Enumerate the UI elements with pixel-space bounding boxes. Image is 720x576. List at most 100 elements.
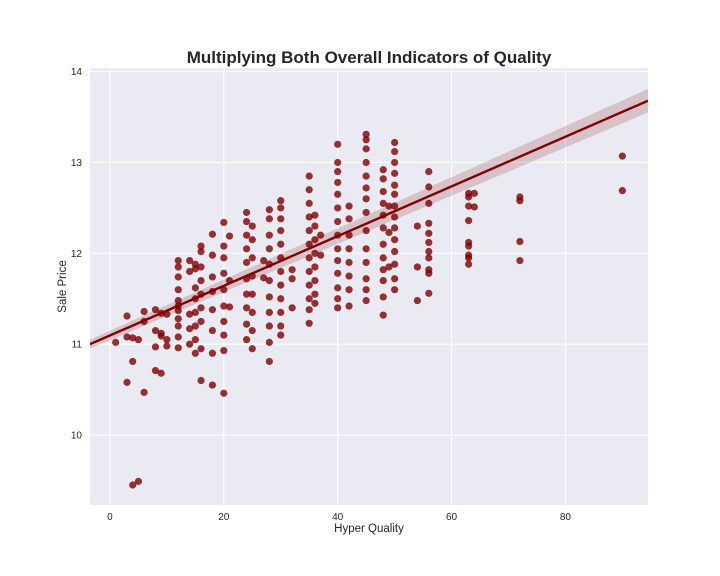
data-point [123,312,131,320]
data-point [220,317,228,326]
data-point [186,267,194,276]
data-point [123,378,131,386]
data-point [362,258,370,267]
data-point [208,326,217,335]
data-point [385,228,393,237]
data-point [425,269,433,277]
data-point [385,202,393,210]
data-point [362,172,370,180]
data-point [220,389,228,397]
data-point [391,147,399,156]
data-point [391,247,399,256]
data-point [391,181,399,189]
data-point [345,258,353,267]
data-point [191,308,199,316]
data-point [379,175,387,183]
data-point [197,242,205,250]
data-point [157,332,165,340]
data-point [362,184,370,192]
data-point [288,304,296,312]
data-point [362,136,370,144]
data-point [174,344,182,352]
data-point [345,245,353,253]
data-point [174,322,182,330]
data-point [379,254,387,262]
data-point [260,274,268,282]
data-point [265,338,273,346]
data-point [208,273,217,281]
data-point [129,334,137,342]
x-tick-label: 0 [107,512,113,523]
data-point [225,232,234,240]
data-point [311,249,319,257]
data-point [265,293,273,301]
regression-line [90,99,648,346]
data-point [334,190,342,198]
data-point [391,260,399,268]
data-point [242,258,251,267]
data-point [470,189,478,197]
data-point [334,295,342,303]
data-point [129,357,137,366]
y-tick-label: 10 [71,431,83,442]
data-point [391,286,399,294]
data-point [174,286,182,294]
data-point [425,183,433,191]
data-point [163,342,171,350]
data-point [362,145,370,153]
data-point [265,308,273,316]
data-point [242,320,251,328]
data-point [334,204,342,212]
data-point [277,267,285,276]
data-point [379,293,387,301]
data-point [197,247,205,256]
data-points [112,130,626,489]
data-point [151,306,160,314]
data-point [186,340,194,348]
data-point [174,296,182,305]
data-point [362,130,370,138]
data-point [129,481,137,489]
data-point [277,322,285,330]
data-point [134,336,142,344]
data-point [220,302,228,310]
data-point [311,276,319,285]
data-point [220,331,228,339]
data-point [151,326,160,335]
data-point [362,286,370,294]
data-point [151,366,160,375]
y-axis-label: Sale Price [57,260,69,312]
data-point [112,338,120,346]
data-point [334,167,342,176]
data-point [186,325,194,333]
data-point [123,333,131,341]
data-point [305,254,313,262]
regression-line-group [90,99,648,346]
data-point [362,208,370,217]
data-point [248,254,256,262]
data-point [265,357,273,366]
data-point [242,245,251,253]
data-point [465,260,473,268]
data-point [311,211,319,219]
data-point [208,349,217,357]
data-point [248,345,256,353]
data-point [305,172,313,180]
data-point [334,269,342,277]
y-tick-label: 14 [71,67,83,78]
data-point [465,193,473,201]
data-point [345,202,353,210]
data-point [140,388,148,396]
data-point [277,240,285,248]
data-point [425,167,433,176]
tick-labels: 0 20 40 60 80 10 11 12 13 14 [71,67,572,523]
data-point [277,331,285,339]
data-point [618,187,626,195]
data-point [242,290,251,298]
data-point [248,222,256,230]
data-point [334,158,342,167]
data-point [242,231,251,239]
data-point [288,275,296,283]
y-tick-label: 13 [71,158,83,169]
data-point [413,296,421,305]
